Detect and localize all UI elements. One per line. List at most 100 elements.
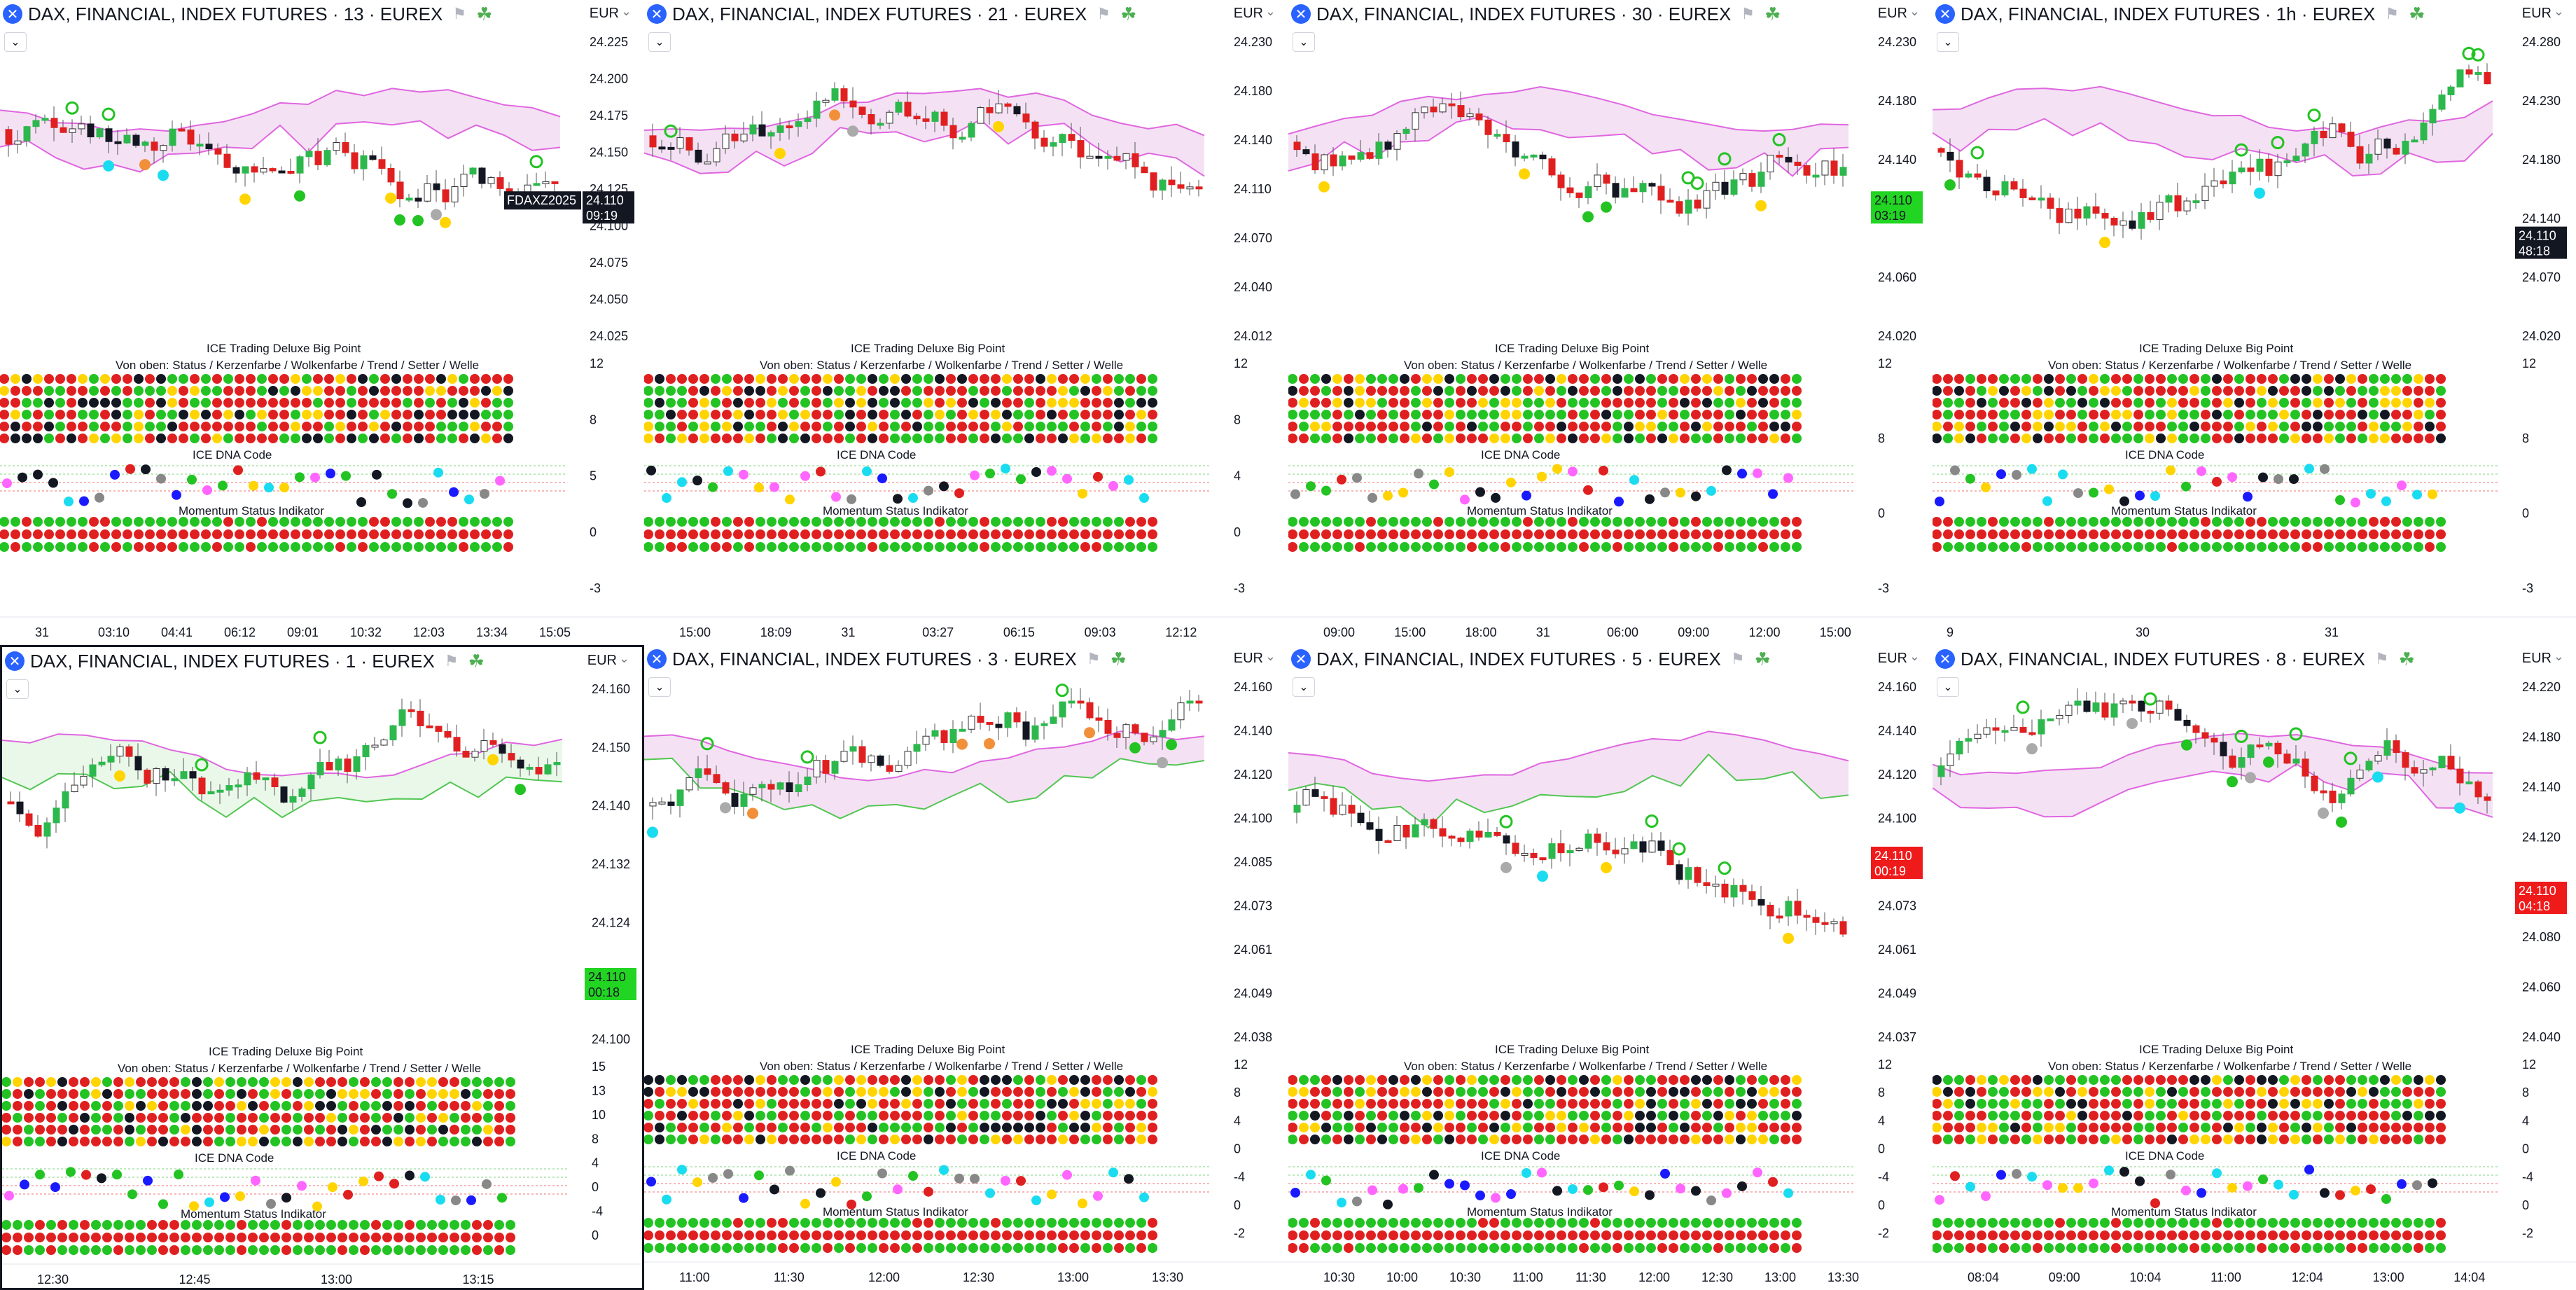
chart-canvas[interactable]: 24.23024.18024.14024.10024.06024.02024.1…: [1288, 0, 1933, 645]
symbol-title[interactable]: DAX, FINANCIAL, INDEX FUTURES · 1 · EURE…: [30, 650, 435, 672]
chart-canvas[interactable]: 24.23024.18024.14024.11024.07024.04024.0…: [644, 0, 1288, 645]
symbol-title[interactable]: DAX, FINANCIAL, INDEX FUTURES · 3 · EURE…: [672, 648, 1077, 670]
flag-icon[interactable]: ⚑: [1741, 5, 1755, 22]
flag-icon[interactable]: ⚑: [444, 652, 459, 670]
time-axis[interactable]: 11:00 11:30 12:00 12:30 13:00 13:30: [644, 1261, 1288, 1284]
chevron-down-icon[interactable]: ⌄: [618, 651, 629, 665]
clover-icon[interactable]: ☘: [476, 3, 493, 25]
chart-canvas[interactable]: 24.22024.18024.14024.12024.08524.08024.0…: [1933, 645, 2576, 1290]
flag-icon[interactable]: ⚑: [1730, 650, 1745, 667]
clover-icon[interactable]: ☘: [1764, 3, 1781, 25]
momentum-indicator[interactable]: Momentum Status Indikator: [1288, 1205, 1802, 1253]
chart-panel[interactable]: 24.28024.23024.18024.14024.07024.02024.2…: [1933, 0, 2576, 645]
symbol-header[interactable]: ✕ DAX, FINANCIAL, INDEX FUTURES · 1 · EUR…: [2, 647, 642, 675]
chart-panel[interactable]: 24.22024.18024.14024.12024.08524.08024.0…: [1933, 645, 2576, 1290]
symbol-header[interactable]: ✕ DAX, FINANCIAL, INDEX FUTURES · 30 · EU…: [1288, 0, 1933, 28]
collapse-legend-button[interactable]: ⌄: [1293, 677, 1315, 697]
symbol-header[interactable]: ✕ DAX, FINANCIAL, INDEX FUTURES · 21 · EU…: [644, 0, 1288, 28]
currency-selector[interactable]: EUR: [1877, 651, 1907, 666]
chevron-down-icon[interactable]: ⌄: [1909, 649, 1920, 663]
price-axis[interactable]: 24.16024.15024.14024.13224.12424.11624.1…: [592, 682, 630, 1046]
flag-icon[interactable]: ⚑: [2385, 5, 2400, 22]
price-axis[interactable]: 24.28024.23024.18024.14024.07024.02024.2…: [2522, 35, 2576, 343]
currency-selector[interactable]: EUR: [1233, 651, 1263, 666]
price-axis[interactable]: 24.23024.18024.14024.11024.07024.04024.0…: [1234, 35, 1272, 343]
symbol-header[interactable]: ✕ DAX, FINANCIAL, INDEX FUTURES · 13 · EU…: [0, 0, 644, 28]
chart-canvas[interactable]: 24.16024.15024.14024.13224.12424.11624.1…: [2, 647, 644, 1290]
price-axis[interactable]: 24.16024.14024.12024.10024.08524.07324.0…: [1234, 680, 1272, 1044]
flag-icon[interactable]: ⚑: [452, 5, 467, 22]
dna-code-indicator[interactable]: ICE DNA Code: [644, 448, 1211, 505]
time-axis[interactable]: 31 03:10 04:41 06:12 09:01 10:32 12:03 13:34 15:…: [0, 616, 644, 639]
currency-selector[interactable]: EUR: [2521, 6, 2551, 21]
flag-icon[interactable]: ⚑: [1086, 650, 1101, 667]
chevron-down-icon[interactable]: ⌄: [1265, 649, 1276, 663]
dna-code-indicator[interactable]: ICE DNA Code: [1288, 1149, 1856, 1209]
symbol-title[interactable]: DAX, FINANCIAL, INDEX FUTURES · 13 · EUR…: [28, 3, 443, 25]
time-axis[interactable]: 15:00 18:09 31 03:27 06:15 09:03 12:12: [644, 616, 1288, 639]
collapse-legend-button[interactable]: ⌄: [648, 677, 671, 697]
symbol-title[interactable]: DAX, FINANCIAL, INDEX FUTURES · 5 · EURE…: [1316, 648, 1721, 670]
chart-panel[interactable]: 24.225 24.200 24.175 24.150 24.125 24.100 24.0…: [0, 0, 644, 645]
collapse-legend-button[interactable]: ⌄: [4, 32, 27, 52]
momentum-indicator[interactable]: Momentum Status Indikator: [644, 504, 1157, 552]
collapse-legend-button[interactable]: ⌄: [648, 32, 671, 52]
symbol-header[interactable]: ✕ DAX, FINANCIAL, INDEX FUTURES · 5 · EUR…: [1288, 645, 1933, 673]
clover-icon[interactable]: ☘: [2409, 3, 2425, 25]
time-axis[interactable]: 12:30 12:45 13:00 13:15: [2, 1263, 644, 1286]
clover-icon[interactable]: ☘: [468, 650, 485, 672]
clover-icon[interactable]: ☘: [1754, 648, 1771, 670]
momentum-indicator[interactable]: Momentum Status Indikator: [0, 504, 513, 552]
time-axis[interactable]: 09:00 15:00 18:00 31 06:00 09:00 12:00 15:00: [1288, 616, 1933, 639]
chevron-down-icon[interactable]: ⌄: [1265, 4, 1276, 18]
dna-code-indicator[interactable]: ICE DNA Code: [644, 1149, 1211, 1209]
dna-code-indicator[interactable]: ICE DNA Code: [2, 1151, 569, 1212]
collapse-legend-button[interactable]: ⌄: [1937, 32, 1959, 52]
clover-icon[interactable]: ☘: [1120, 3, 1137, 25]
chart-panel[interactable]: 24.23024.18024.14024.10024.06024.02024.1…: [1288, 0, 1933, 645]
dna-code-indicator[interactable]: ICE DNA Code: [1933, 448, 2500, 508]
momentum-indicator[interactable]: Momentum Status Indikator: [2, 1207, 515, 1255]
symbol-title[interactable]: DAX, FINANCIAL, INDEX FUTURES · 30 · EUR…: [1316, 3, 1732, 25]
momentum-indicator[interactable]: Momentum Status Indikator: [644, 1205, 1157, 1253]
chevron-down-icon[interactable]: ⌄: [2553, 4, 2564, 18]
currency-selector[interactable]: EUR: [1233, 6, 1263, 21]
chart-canvas[interactable]: 24.22524.20024.17524.15024.12524.10024.0…: [0, 0, 644, 645]
chevron-down-icon[interactable]: ⌄: [620, 4, 632, 18]
momentum-indicator[interactable]: Momentum Status Indikator: [1288, 504, 1802, 552]
chart-panel[interactable]: 24.16024.15024.14024.13224.12424.11624.1…: [0, 645, 644, 1290]
symbol-title[interactable]: DAX, FINANCIAL, INDEX FUTURES · 1h · EUR…: [1961, 3, 2376, 25]
symbol-header[interactable]: ✕ DAX, FINANCIAL, INDEX FUTURES · 3 · EUR…: [644, 645, 1288, 673]
dna-code-indicator[interactable]: ICE DNA Code: [1288, 448, 1856, 507]
chart-canvas[interactable]: 24.16024.14024.12024.10024.08524.07324.0…: [1288, 645, 1933, 1290]
time-axis[interactable]: 9 30 31: [1933, 616, 2576, 639]
momentum-indicator[interactable]: Momentum Status Indikator: [1933, 1205, 2446, 1253]
price-axis[interactable]: 24.22024.18024.14024.12024.08524.08024.0…: [2522, 680, 2561, 1044]
currency-selector[interactable]: EUR: [1877, 6, 1907, 21]
chart-canvas[interactable]: 24.28024.23024.18024.14024.07024.02024.2…: [1933, 0, 2576, 645]
symbol-title[interactable]: DAX, FINANCIAL, INDEX FUTURES · 21 · EUR…: [672, 3, 1087, 25]
